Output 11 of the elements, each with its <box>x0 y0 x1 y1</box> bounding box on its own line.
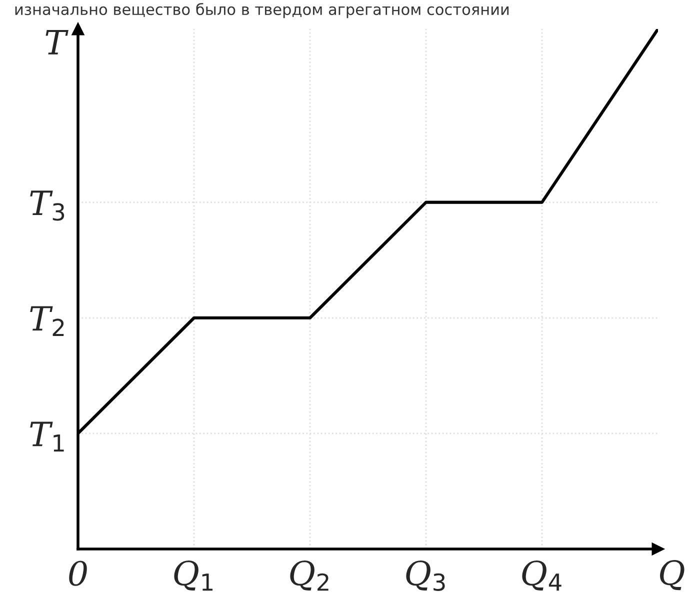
x-tick-label: Q$_{3}$ <box>406 560 445 591</box>
chart-title: изначально вещество было в твердом агрегатном состоянии <box>15 3 509 18</box>
y-axis-title: T <box>46 30 68 54</box>
x-tick-label: 0 <box>69 560 87 586</box>
x-axis-title: Q <box>660 560 684 590</box>
x-tick-label: Q$_{4}$ <box>522 560 562 591</box>
x-tick-label: Q$_{1}$ <box>174 560 213 591</box>
x-tick-label: Q$_{2}$ <box>290 560 328 591</box>
y-tick-label: T$_{3}$ <box>30 190 64 221</box>
y-tick-label: T$_{2}$ <box>30 306 64 336</box>
y-tick-label: T$_{1}$ <box>30 422 64 452</box>
